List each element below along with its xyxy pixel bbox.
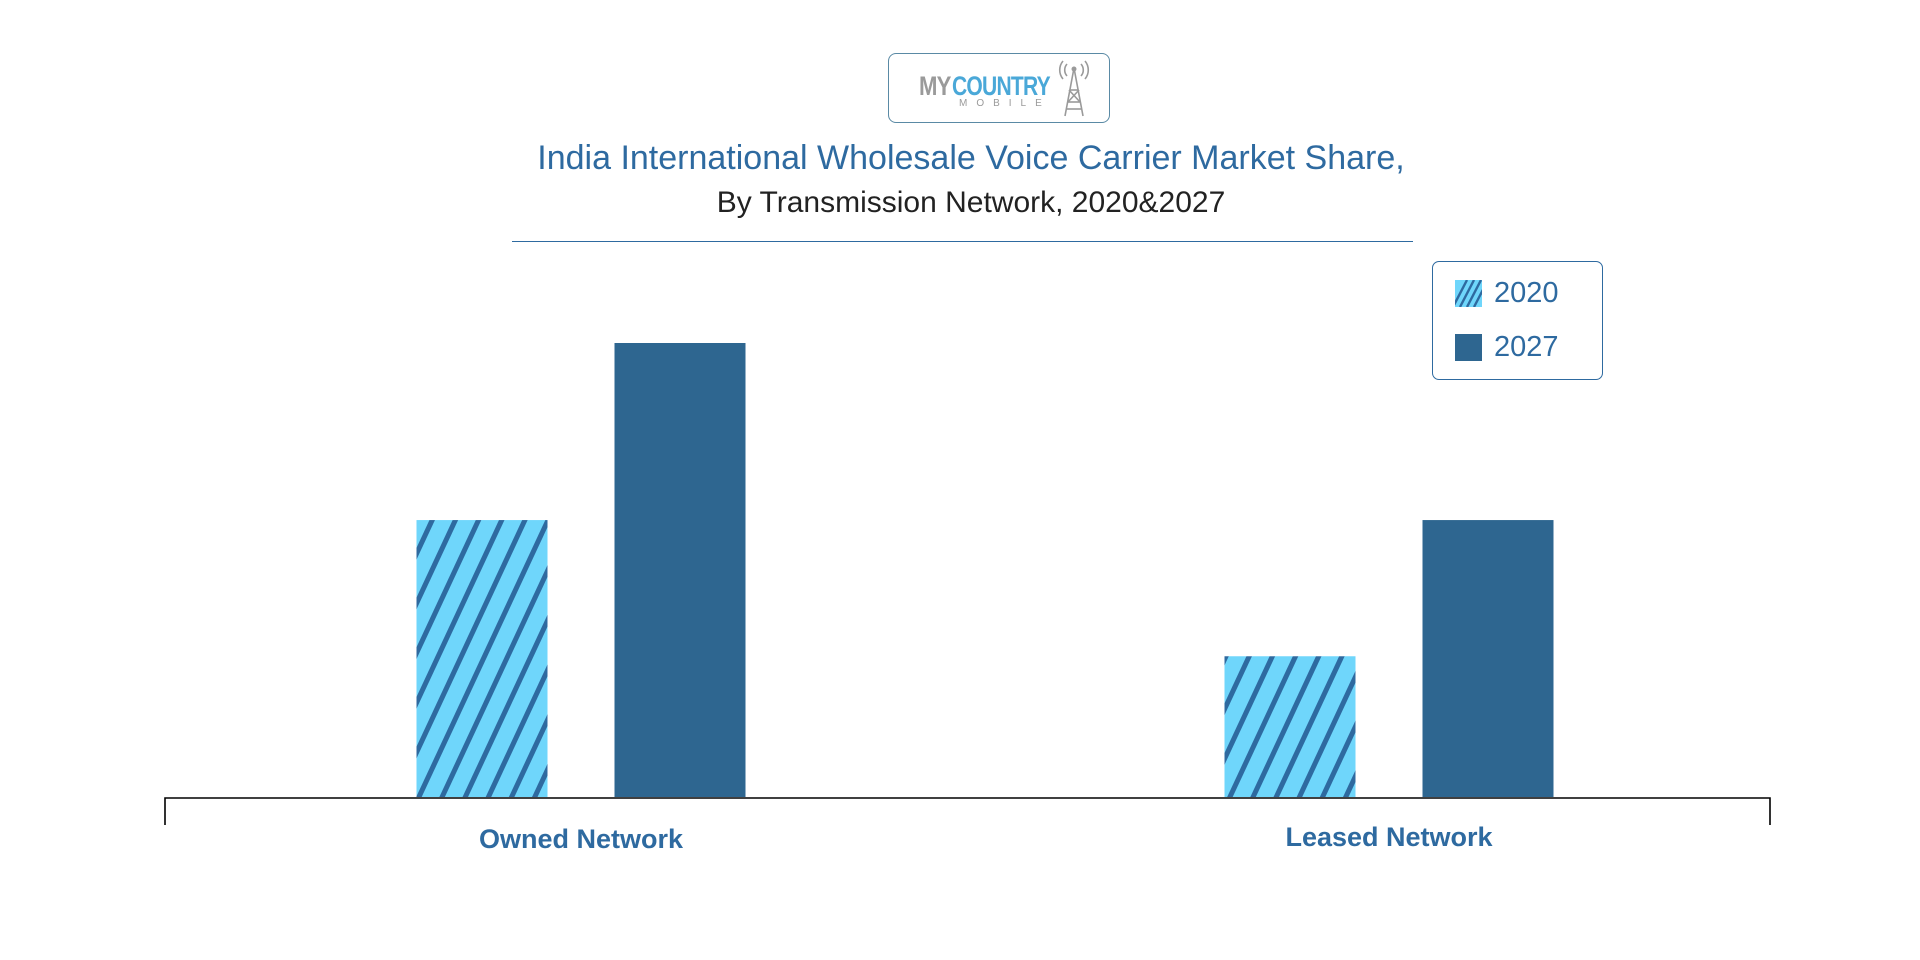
category-label-leased-network: Leased Network	[1285, 822, 1493, 852]
legend-label-2020: 2020	[1494, 276, 1559, 309]
category-label-owned-network: Owned Network	[478, 824, 684, 854]
bar-2020-leased-network	[1224, 656, 1356, 797]
legend-swatch-2020	[1455, 279, 1482, 307]
brand-logo: MY COUNTRY MOBILE	[888, 53, 1110, 123]
cell-tower-icon	[1058, 60, 1090, 117]
logo-word-country: COUNTRY	[952, 71, 1051, 101]
chart-subtitle: By Transmission Network, 2020&2027	[716, 186, 1226, 219]
legend-item-2020: 2020	[1455, 277, 1559, 309]
title-divider	[512, 241, 1413, 242]
bar-2027-owned-network	[614, 343, 746, 797]
legend-swatch-2027	[1455, 333, 1482, 361]
bar-2020-owned-network	[416, 520, 548, 797]
logo-word-mobile: MOBILE	[959, 98, 1051, 109]
bar-2027-leased-network	[1422, 520, 1554, 797]
legend-label-2027: 2027	[1494, 330, 1559, 363]
x-axis-line	[164, 797, 1771, 825]
legend-item-2027: 2027	[1455, 331, 1559, 363]
chart-legend: 2020 2027	[1432, 261, 1603, 380]
chart-title: India International Wholesale Voice Carr…	[537, 139, 1405, 177]
logo-word-my: MY	[919, 71, 951, 101]
